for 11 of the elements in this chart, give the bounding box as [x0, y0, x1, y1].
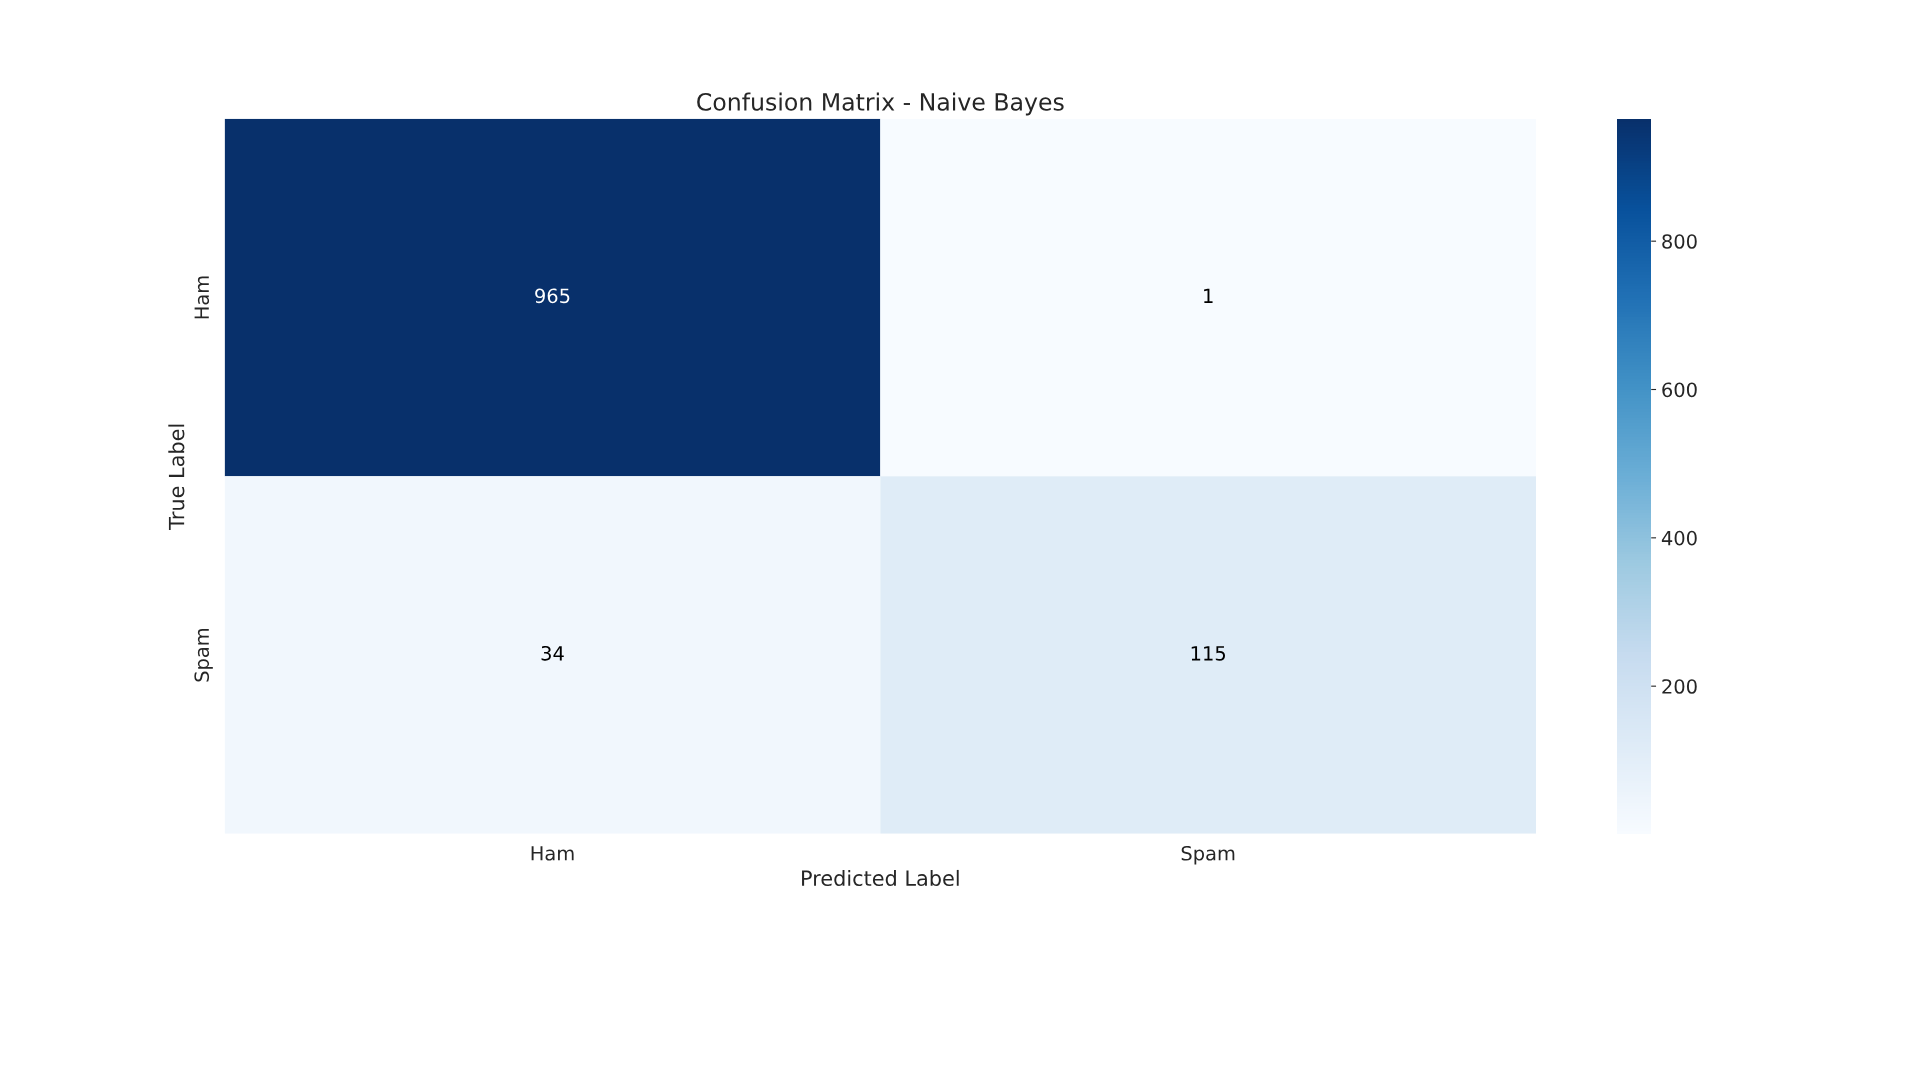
- color-bar-label: 200: [1662, 679, 1697, 694]
- data-label: 1: [1204, 288, 1213, 303]
- data-label: 115: [1191, 646, 1226, 661]
- data-label: 34: [541, 645, 564, 661]
- color-bar-label: 800: [1662, 234, 1697, 249]
- chart-title: Confusion Matrix - Naive Bayes: [697, 92, 1064, 116]
- color-bar-label: 400: [1661, 530, 1697, 546]
- y-axis-title: True Label: [168, 424, 185, 530]
- color-bar-label: 600: [1662, 382, 1697, 398]
- x-axis-title: Predicted Label: [802, 869, 959, 887]
- data-label: 965: [535, 288, 570, 304]
